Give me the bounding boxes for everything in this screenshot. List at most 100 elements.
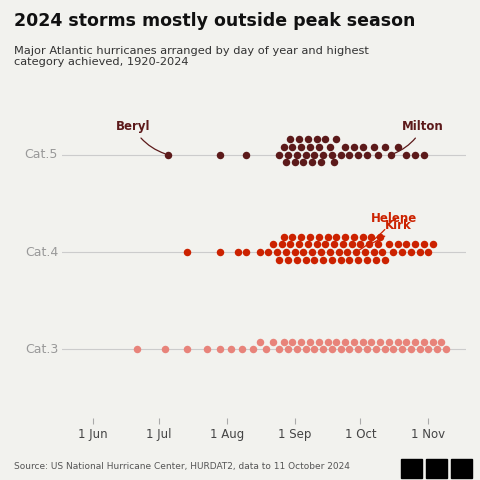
Point [411, 240, 419, 248]
Point [256, 248, 264, 256]
Point [295, 240, 303, 248]
Point [339, 240, 347, 248]
Point [234, 248, 241, 256]
Point [361, 248, 369, 256]
Point [242, 248, 250, 256]
Point [328, 256, 336, 264]
Point [363, 346, 371, 353]
Point [238, 346, 246, 353]
Point [438, 338, 445, 346]
Point [398, 248, 406, 256]
Point [306, 233, 314, 240]
Point [403, 151, 410, 158]
Point [335, 248, 342, 256]
Point [376, 338, 384, 346]
Point [319, 346, 327, 353]
Point [288, 233, 296, 240]
Point [433, 346, 441, 353]
Text: Cat.5: Cat.5 [24, 148, 58, 161]
Point [394, 143, 401, 151]
Point [359, 338, 366, 346]
Point [298, 233, 305, 240]
Point [298, 338, 305, 346]
Point [315, 338, 323, 346]
Point [346, 256, 353, 264]
Point [287, 240, 294, 248]
Point [269, 240, 276, 248]
Point [311, 346, 318, 353]
Point [411, 338, 419, 346]
Point [295, 135, 303, 143]
Point [291, 248, 299, 256]
Point [333, 233, 340, 240]
Point [319, 256, 327, 264]
Point [403, 338, 410, 346]
Text: Kirk: Kirk [372, 219, 411, 243]
Point [398, 346, 406, 353]
Text: B: B [408, 464, 415, 473]
Point [216, 151, 224, 158]
Point [276, 346, 283, 353]
Point [330, 240, 338, 248]
Point [359, 233, 366, 240]
Point [319, 151, 327, 158]
Point [317, 248, 325, 256]
Text: Source: US National Hurricane Center, HURDAT2, data to 11 October 2024: Source: US National Hurricane Center, HU… [14, 462, 350, 471]
Point [216, 248, 224, 256]
Point [330, 158, 338, 166]
Point [282, 248, 290, 256]
Text: Beryl: Beryl [116, 120, 165, 154]
Point [306, 338, 314, 346]
Point [313, 240, 321, 248]
Point [374, 240, 382, 248]
Point [359, 143, 366, 151]
Point [249, 346, 257, 353]
Point [242, 151, 250, 158]
Point [348, 240, 356, 248]
Point [284, 151, 292, 158]
Point [308, 158, 316, 166]
Point [328, 346, 336, 353]
Point [341, 143, 349, 151]
Text: C: C [457, 464, 465, 473]
Point [416, 346, 423, 353]
Point [276, 256, 283, 264]
Point [341, 233, 349, 240]
Point [280, 338, 288, 346]
Point [420, 338, 428, 346]
Point [385, 338, 393, 346]
Text: Major Atlantic hurricanes arranged by day of year and highest
category achieved,: Major Atlantic hurricanes arranged by da… [14, 46, 369, 67]
Point [424, 346, 432, 353]
Point [256, 338, 264, 346]
Point [337, 256, 345, 264]
Point [315, 143, 323, 151]
Point [183, 346, 191, 353]
Point [350, 233, 358, 240]
Point [363, 151, 371, 158]
Point [298, 143, 305, 151]
Point [429, 240, 437, 248]
Point [317, 158, 325, 166]
Point [411, 151, 419, 158]
Point [350, 143, 358, 151]
Point [420, 240, 428, 248]
Point [337, 346, 345, 353]
Point [354, 151, 362, 158]
Point [326, 248, 334, 256]
Point [282, 158, 290, 166]
Point [308, 248, 316, 256]
Point [288, 338, 296, 346]
Point [376, 233, 384, 240]
Point [403, 240, 410, 248]
Point [278, 240, 286, 248]
Point [363, 256, 371, 264]
Point [368, 338, 375, 346]
Point [381, 346, 388, 353]
Point [379, 248, 386, 256]
Point [357, 240, 364, 248]
Point [346, 151, 353, 158]
Point [374, 151, 382, 158]
Point [288, 143, 296, 151]
Point [302, 346, 310, 353]
Point [324, 338, 331, 346]
